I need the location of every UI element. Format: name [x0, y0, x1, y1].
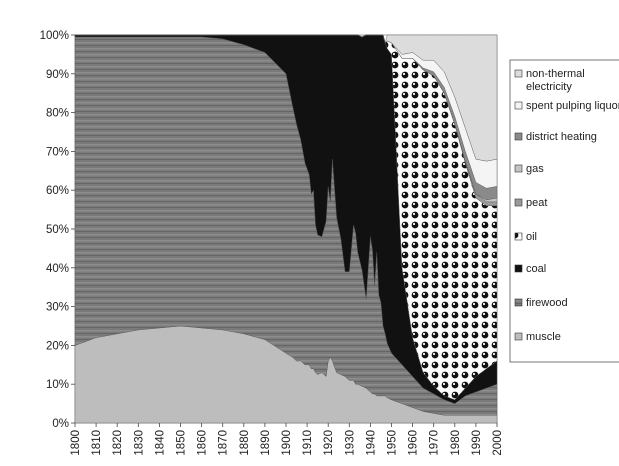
area-layer	[74, 34, 498, 424]
x-tick-label: 1800	[70, 430, 82, 456]
x-tick-label: 1960	[408, 430, 420, 456]
x-tick-label: 1870	[218, 430, 230, 456]
x-tick-label: 1880	[239, 430, 251, 456]
x-tick-label: 1990	[471, 430, 483, 456]
x-tick-label: 1910	[302, 430, 314, 456]
x-tick-label: 1810	[91, 430, 103, 456]
x-tick-label: 1930	[344, 430, 356, 456]
y-tick-label: 10%	[46, 379, 69, 391]
x-tick-label: 1840	[154, 430, 166, 456]
legend-label: district heating	[526, 131, 597, 143]
legend: non-thermal electricity spent pulping liqu…	[509, 59, 619, 363]
x-tick-label: 1820	[112, 430, 124, 456]
legend-swatch	[514, 264, 523, 273]
y-tick-label: 20%	[46, 340, 69, 352]
legend-box	[509, 59, 619, 363]
x-tick-label: 2000	[492, 430, 504, 456]
x-tick-label: 1950	[387, 430, 399, 456]
x-tick-label: 1830	[133, 430, 145, 456]
legend-label: peat	[526, 197, 547, 209]
x-tick-label: 1850	[176, 430, 188, 456]
legend-swatch	[514, 298, 523, 307]
x-tick-label: 1940	[365, 430, 377, 456]
legend-label: spent pulping liquor	[526, 100, 619, 112]
x-tick-label: 1980	[450, 430, 462, 456]
y-tick-label: 50%	[46, 224, 69, 236]
legend-label: oil	[526, 231, 537, 243]
x-tick-label: 1920	[323, 430, 335, 456]
y-tick-label: 80%	[46, 108, 69, 120]
x-tick-label: 1900	[281, 430, 293, 456]
legend-swatch	[514, 164, 523, 173]
y-tick-label: 70%	[46, 146, 69, 158]
y-tick-label: 40%	[46, 263, 69, 275]
legend-label: gas	[526, 163, 544, 175]
legend-swatch	[514, 198, 523, 207]
y-tick-label: 0%	[52, 418, 69, 430]
y-tick-label: 30%	[46, 302, 69, 314]
x-tick-label: 1970	[429, 430, 441, 456]
legend-swatch	[514, 332, 523, 341]
x-tick-label: 1860	[197, 430, 209, 456]
area-non-thermal-electricity	[75, 34, 498, 162]
legend-label: muscle	[526, 331, 561, 343]
y-axis: 0% 10% 20% 30% 40% 50% 60% 70% 80% 90% 100%	[40, 30, 75, 430]
legend-swatch	[514, 101, 523, 110]
legend-label: non-thermal electricity	[526, 68, 585, 93]
legend-label: coal	[526, 263, 546, 275]
legend-swatch	[514, 132, 523, 141]
legend-swatch	[514, 69, 523, 78]
y-tick-label: 100%	[40, 30, 69, 42]
legend-swatch	[514, 232, 523, 241]
y-tick-label: 60%	[46, 185, 69, 197]
legend-label: firewood	[526, 297, 568, 309]
x-axis: 1800 1810 1820 1830 1840 1850 1860 1870 1880 1890…	[70, 423, 504, 456]
y-tick-label: 90%	[46, 69, 69, 81]
x-tick-label: 1890	[260, 430, 272, 456]
